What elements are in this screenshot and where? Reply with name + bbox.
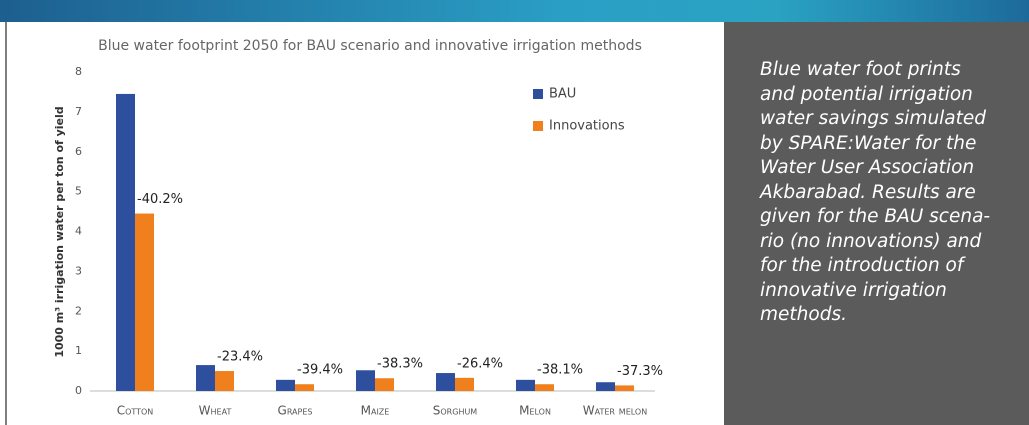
x-tick-label: Grapes: [278, 404, 313, 418]
bar: [455, 377, 474, 391]
caption-line: Water User Association: [760, 157, 975, 178]
y-axis-label: 1000 m³ irrigation water per ton of yiel…: [53, 106, 66, 357]
caption-line: Akbarabad. Results are: [760, 181, 976, 203]
y-tick-label: 0: [75, 384, 82, 397]
caption-line: Blue water foot prints: [760, 59, 961, 80]
y-tick-label: 7: [75, 105, 82, 118]
y-tick-label: 5: [75, 185, 82, 198]
chart-title: Blue water footprint 2050 for BAU scenar…: [98, 38, 642, 54]
bar: [436, 373, 455, 391]
bar: [295, 384, 314, 391]
y-tick-label: 8: [75, 65, 82, 78]
annotation: -37.3%: [617, 364, 663, 379]
annotation: -40.2%: [137, 192, 183, 207]
bar: [276, 379, 295, 391]
header-bar: [0, 0, 1029, 22]
caption: Blue water foot prints and potential irri…: [760, 58, 990, 328]
chart: Blue water footprint 2050 for BAU scenar…: [5, 22, 663, 425]
caption-panel: [724, 22, 1029, 425]
caption-line: innovative irrigation: [760, 279, 947, 301]
caption-line: and potential irrigation: [760, 83, 973, 105]
caption-line: for the introduction of: [760, 255, 964, 276]
bar: [135, 213, 154, 391]
bar: [535, 384, 554, 391]
bar: [196, 365, 215, 391]
annotation: -38.1%: [537, 363, 583, 378]
bar: [116, 93, 135, 392]
x-tick-label: Water melon: [583, 404, 647, 418]
legend-label: BAU: [549, 87, 576, 102]
y-tick-label: 2: [75, 304, 82, 317]
bar: [615, 385, 634, 391]
y-tick-label: 4: [75, 225, 82, 238]
caption-line: by SPARE:Water for the: [760, 132, 977, 154]
y-tick-label: 1: [75, 344, 82, 357]
y-tick-label: 6: [75, 145, 82, 158]
x-tick-label: Cotton: [117, 404, 154, 418]
bar: [356, 370, 375, 391]
x-tick-label: Melon: [519, 404, 551, 418]
x-tick-label: Wheat: [199, 404, 232, 418]
bar: [516, 379, 535, 391]
caption-line: methods.: [760, 304, 847, 325]
legend-label: Innovations: [549, 119, 625, 134]
annotation: -26.4%: [457, 356, 503, 371]
annotation: -38.3%: [377, 357, 423, 372]
caption-line: rio (no innovations) and: [760, 230, 982, 252]
x-tick-label: Sorghum: [433, 404, 478, 418]
annotation: -23.4%: [217, 350, 263, 365]
y-tick-label: 3: [75, 264, 82, 277]
bar: [596, 382, 615, 391]
bar: [215, 371, 234, 391]
caption-line: water savings simulated: [760, 108, 987, 129]
legend-swatch: [533, 121, 543, 131]
x-tick-label: Maize: [361, 404, 390, 418]
legend-swatch: [533, 89, 543, 99]
annotation: -39.4%: [297, 363, 343, 378]
bar: [375, 378, 394, 391]
caption-line: given for the BAU scena-: [760, 206, 991, 227]
